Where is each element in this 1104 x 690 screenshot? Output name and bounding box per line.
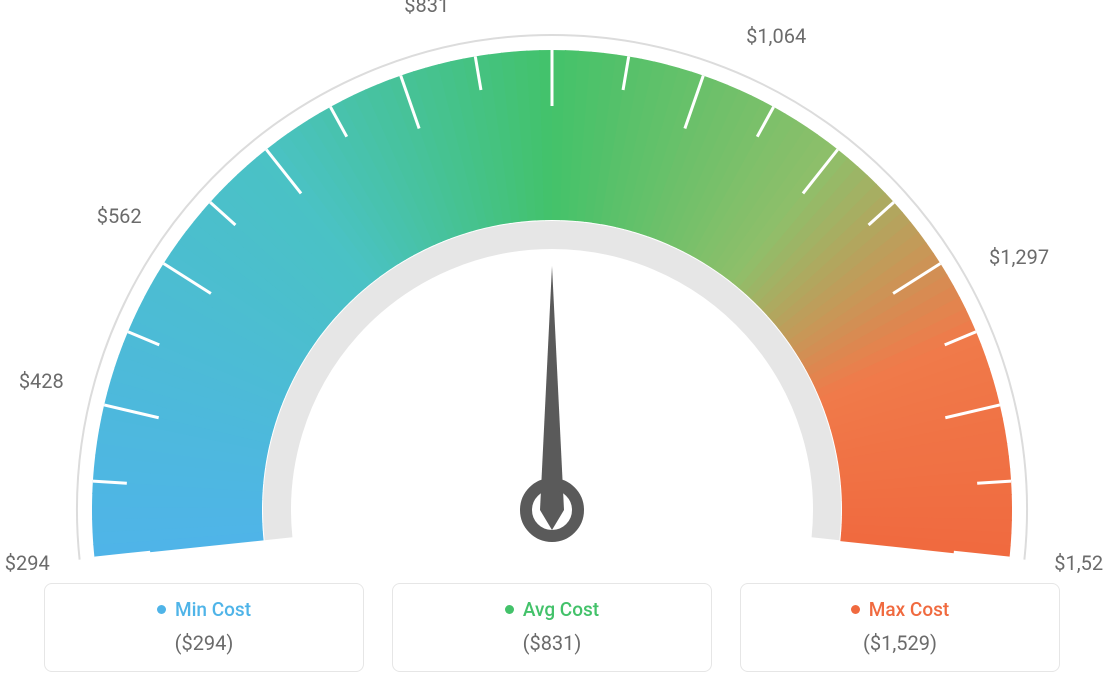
dot-icon [157,605,166,614]
gauge-area: $294$428$562$831$1,064$1,297$1,529 [0,0,1104,560]
legend-avg-title: Avg Cost [505,598,599,621]
legend-min-title: Min Cost [157,598,251,621]
dot-icon [505,605,514,614]
gauge-tick-label: $562 [97,204,142,228]
legend-avg-value: ($831) [411,631,693,655]
legend-avg: Avg Cost ($831) [392,583,712,672]
legend-max-value: ($1,529) [759,631,1041,655]
legend-avg-name: Avg Cost [523,598,599,621]
gauge-tick-label: $428 [19,369,64,393]
gauge-tick-label: $294 [5,551,50,575]
legend-min-name: Min Cost [175,598,251,621]
dot-icon [851,605,860,614]
gauge-svg [0,0,1104,560]
gauge-tick-label: $831 [404,0,449,17]
legend-row: Min Cost ($294) Avg Cost ($831) Max Cost… [0,583,1104,672]
gauge-tick-label: $1,297 [989,245,1049,269]
gauge-tick-label: $1,529 [1054,551,1104,575]
legend-max: Max Cost ($1,529) [740,583,1060,672]
legend-max-title: Max Cost [851,598,949,621]
gauge-tick-label: $1,064 [746,24,806,48]
gauge-chart-container: $294 $428 $562 $831 $1,064 $1,297 $1,529 Min C… [0,0,1104,690]
legend-min: Min Cost ($294) [44,583,364,672]
legend-max-name: Max Cost [869,598,949,621]
legend-min-value: ($294) [63,631,345,655]
